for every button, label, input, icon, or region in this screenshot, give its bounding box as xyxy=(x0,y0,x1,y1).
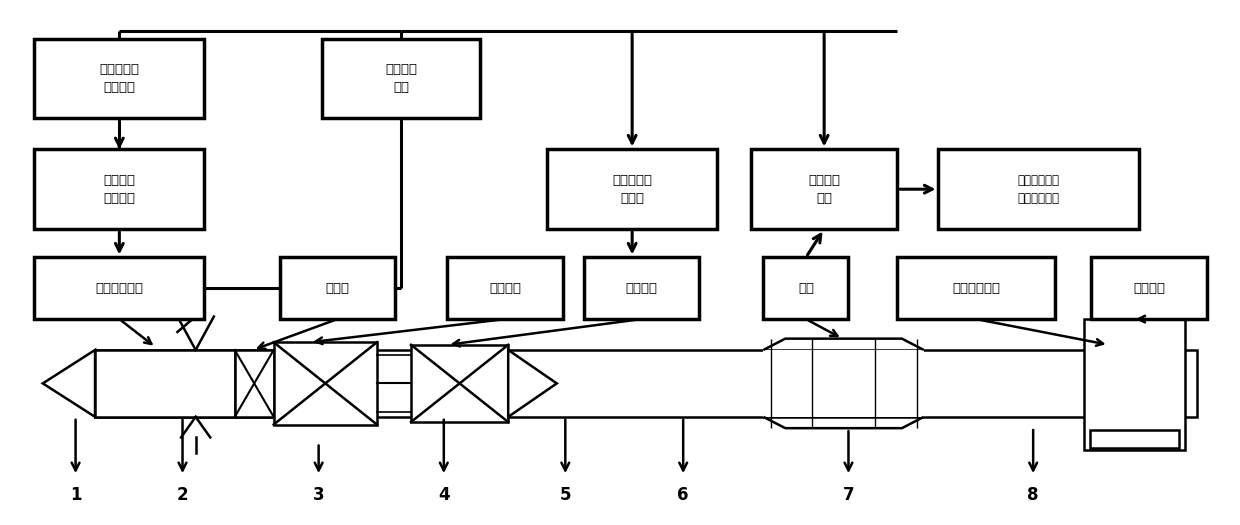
Text: 8: 8 xyxy=(1028,486,1039,504)
FancyBboxPatch shape xyxy=(764,257,848,319)
Text: 导电滑环: 导电滑环 xyxy=(489,282,521,295)
Text: 编码器: 编码器 xyxy=(325,282,350,295)
FancyBboxPatch shape xyxy=(547,149,717,229)
Bar xyxy=(234,350,274,417)
FancyBboxPatch shape xyxy=(322,39,480,119)
FancyBboxPatch shape xyxy=(584,257,699,319)
Text: 微型电机: 微型电机 xyxy=(625,282,657,295)
Text: 支撑系统: 支撑系统 xyxy=(1133,282,1166,295)
Text: 模型旋转
信号: 模型旋转 信号 xyxy=(386,63,418,94)
Text: 与运动相对应
的气动力数据: 与运动相对应 的气动力数据 xyxy=(1018,174,1060,205)
FancyBboxPatch shape xyxy=(448,257,563,319)
Text: 3: 3 xyxy=(312,486,325,504)
Text: 模型转速控
制信号: 模型转速控 制信号 xyxy=(613,174,652,205)
FancyBboxPatch shape xyxy=(1091,257,1207,319)
Text: 微型航控系统: 微型航控系统 xyxy=(95,282,144,295)
Polygon shape xyxy=(508,350,557,417)
FancyBboxPatch shape xyxy=(939,149,1138,229)
Bar xyxy=(95,350,234,417)
FancyBboxPatch shape xyxy=(751,149,897,229)
Bar xyxy=(764,350,924,417)
Bar xyxy=(410,345,508,422)
FancyBboxPatch shape xyxy=(35,149,205,229)
FancyBboxPatch shape xyxy=(897,257,1055,319)
FancyBboxPatch shape xyxy=(35,257,205,319)
FancyBboxPatch shape xyxy=(280,257,396,319)
Text: 天平: 天平 xyxy=(797,282,813,295)
Text: 1: 1 xyxy=(69,486,82,504)
Text: 截面偏转
规律信号: 截面偏转 规律信号 xyxy=(103,174,135,205)
Bar xyxy=(1084,319,1185,450)
Text: 模型旋转本体: 模型旋转本体 xyxy=(952,282,999,295)
Text: 动态数据
采集: 动态数据 采集 xyxy=(808,174,841,205)
Bar xyxy=(95,350,1197,417)
Text: 舵偏幅値、
波形信号: 舵偏幅値、 波形信号 xyxy=(99,63,139,94)
Text: 6: 6 xyxy=(677,486,689,504)
Polygon shape xyxy=(42,350,95,417)
Bar xyxy=(274,342,377,425)
Text: 4: 4 xyxy=(438,486,450,504)
Text: 5: 5 xyxy=(559,486,572,504)
FancyBboxPatch shape xyxy=(35,39,205,119)
Text: 2: 2 xyxy=(177,486,188,504)
Text: 7: 7 xyxy=(843,486,854,504)
Bar xyxy=(1090,429,1179,448)
